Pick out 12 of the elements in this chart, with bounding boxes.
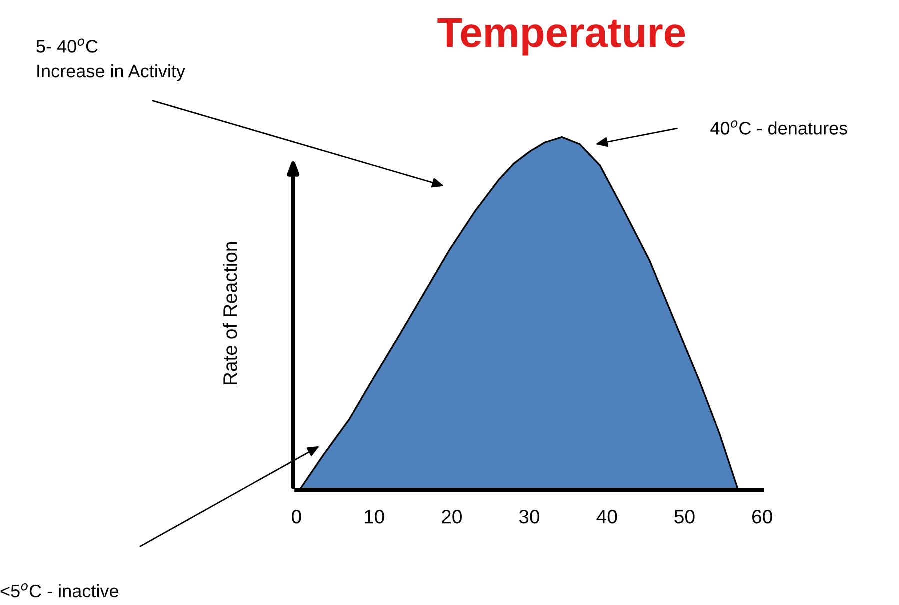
chart-title: Temperature xyxy=(438,18,686,56)
x-tick-label: 50 xyxy=(674,510,695,524)
x-tick-label: 30 xyxy=(519,510,540,524)
x-tick-label: 60 xyxy=(752,510,772,524)
y-axis-title: Rate of Reaction xyxy=(222,242,238,385)
text: 40$^{o}$C - denatures xyxy=(710,120,848,135)
x-tick-label: 20 xyxy=(442,510,462,524)
x-tick-label: 40 xyxy=(596,510,618,524)
text: 5- 40$^{o}$C Increase in Activity xyxy=(36,38,186,82)
text: <5$^{o}$C - inactive xyxy=(0,583,118,598)
x-tick-label: 10 xyxy=(364,510,384,524)
x-tick-label: 0 xyxy=(292,510,302,524)
